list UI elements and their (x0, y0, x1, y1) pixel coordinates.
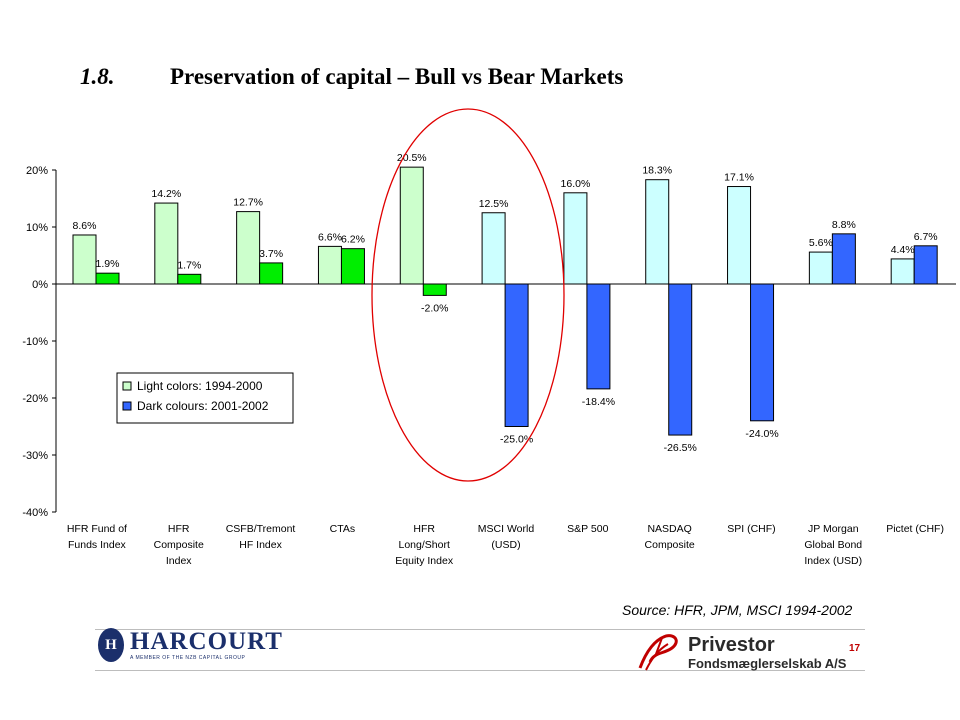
data-label-dark: 6.7% (914, 231, 938, 243)
data-label-light: 4.4% (891, 244, 915, 256)
highlight-ellipse (371, 108, 565, 482)
bar-dark (750, 283, 775, 422)
privestor-logo: Privestor Fondsmæglerselskab A/S (636, 632, 846, 672)
bar-light (399, 166, 424, 285)
section-number: 1.8. (80, 64, 115, 89)
x-category-label: Long/Short (398, 539, 449, 551)
data-label-dark: 3.7% (259, 248, 283, 260)
x-category-label: S&P 500 (567, 523, 608, 535)
data-label-light: 17.1% (724, 172, 754, 184)
bar-light (563, 192, 588, 285)
privestor-subtitle: Fondsmæglerselskab A/S (688, 655, 847, 671)
data-label-dark: -25.0% (500, 434, 533, 446)
y-tick-label: 10% (26, 222, 48, 234)
slide-heading: 1.8. Preservation of capital – Bull vs Be… (80, 64, 623, 90)
bar-light (481, 212, 506, 285)
slide-title: Preservation of capital – Bull vs Bear M… (170, 64, 624, 89)
x-category-label: Index (166, 555, 192, 567)
x-category-label: CTAs (330, 523, 355, 535)
harcourt-monogram-icon: H (98, 628, 124, 662)
bar-dark (177, 273, 202, 285)
data-label-light: 5.6% (809, 237, 833, 249)
y-tick-label: 20% (26, 165, 48, 177)
x-category-label: Composite (645, 539, 695, 551)
x-category-label: NASDAQ (647, 523, 691, 535)
bar-light (808, 251, 833, 285)
data-label-light: 12.7% (233, 197, 263, 209)
page-number: 17 (849, 643, 861, 654)
x-category-label: Funds Index (68, 539, 127, 551)
x-category-label: Composite (154, 539, 204, 551)
bar-light (645, 179, 670, 285)
source-note: Source: HFR, JPM, MSCI 1994-2002 (622, 602, 853, 618)
x-category-label: JP Morgan (808, 523, 859, 535)
bar-light (317, 245, 342, 285)
bar-light (890, 258, 915, 285)
data-label-dark: -18.4% (582, 396, 615, 408)
x-category-label: HF Index (239, 539, 282, 551)
data-label-dark: -2.0% (421, 302, 448, 314)
bar-light (72, 234, 97, 285)
bar-dark (586, 283, 611, 390)
data-label-dark: 1.9% (96, 258, 120, 270)
privestor-swirl-icon (638, 634, 678, 671)
data-label-dark: -26.5% (664, 442, 697, 454)
x-category-label: SPI (CHF) (727, 523, 775, 535)
harcourt-logo: H HARCOURT A MEMBER OF THE NZB CAPITAL G… (98, 628, 283, 662)
data-label-light: 18.3% (642, 165, 672, 177)
bar-dark (95, 272, 120, 285)
data-label-dark: 1.7% (177, 259, 201, 271)
data-label-light: 14.2% (151, 188, 181, 200)
x-category-label: CSFB/Tremont (226, 523, 296, 535)
y-tick-label: -20% (22, 393, 48, 405)
bar-dark (340, 248, 365, 285)
bar-dark (422, 283, 447, 296)
bar-chart: 20% 10% 0% -10% -20% -30% -40% 8.6% 1.9% HFR Fund… (22, 108, 956, 567)
y-tick-label: -10% (22, 336, 48, 348)
bar-dark (831, 233, 856, 285)
y-tick-label: 0% (32, 279, 48, 291)
bar-dark (504, 283, 529, 427)
legend-swatch (122, 381, 132, 391)
data-label-dark: 6.2% (341, 234, 365, 246)
harcourt-wordmark: HARCOURT (130, 628, 283, 655)
x-category-label: Global Bond (804, 539, 862, 551)
bar-light (727, 186, 752, 285)
divider-top (95, 629, 865, 630)
x-category-label: Index (USD) (804, 555, 862, 567)
x-category-label: MSCI World (478, 523, 535, 535)
x-category-label: Pictet (CHF) (886, 523, 944, 535)
data-label-light: 6.6% (318, 231, 342, 243)
data-label-light: 16.0% (561, 178, 591, 190)
data-label-light: 12.5% (479, 198, 509, 210)
x-category-label: HFR Fund of (67, 523, 127, 535)
data-label-dark: 8.8% (832, 219, 856, 231)
privestor-wordmark: Privestor (688, 633, 775, 656)
x-category-label: (USD) (491, 539, 520, 551)
bar-light (154, 202, 179, 285)
y-tick-label: -30% (22, 450, 48, 462)
x-category-label: HFR (413, 523, 435, 535)
bar-dark (259, 262, 284, 285)
legend-label: Dark colours: 2001-2002 (137, 399, 269, 413)
legend-swatch (122, 401, 132, 411)
x-category-label: Equity Index (395, 555, 454, 567)
harcourt-tagline: A MEMBER OF THE NZB CAPITAL GROUP (130, 655, 246, 661)
y-tick-label: -40% (22, 507, 48, 519)
bar-dark (668, 283, 693, 436)
data-label-light: 8.6% (73, 220, 97, 232)
x-category-label: HFR (168, 523, 190, 535)
legend-label: Light colors: 1994-2000 (137, 379, 263, 393)
legend-box (116, 372, 294, 424)
divider-bottom (95, 670, 865, 671)
bar-dark (913, 245, 938, 285)
data-label-dark: -24.0% (745, 428, 778, 440)
bar-light (236, 211, 261, 285)
